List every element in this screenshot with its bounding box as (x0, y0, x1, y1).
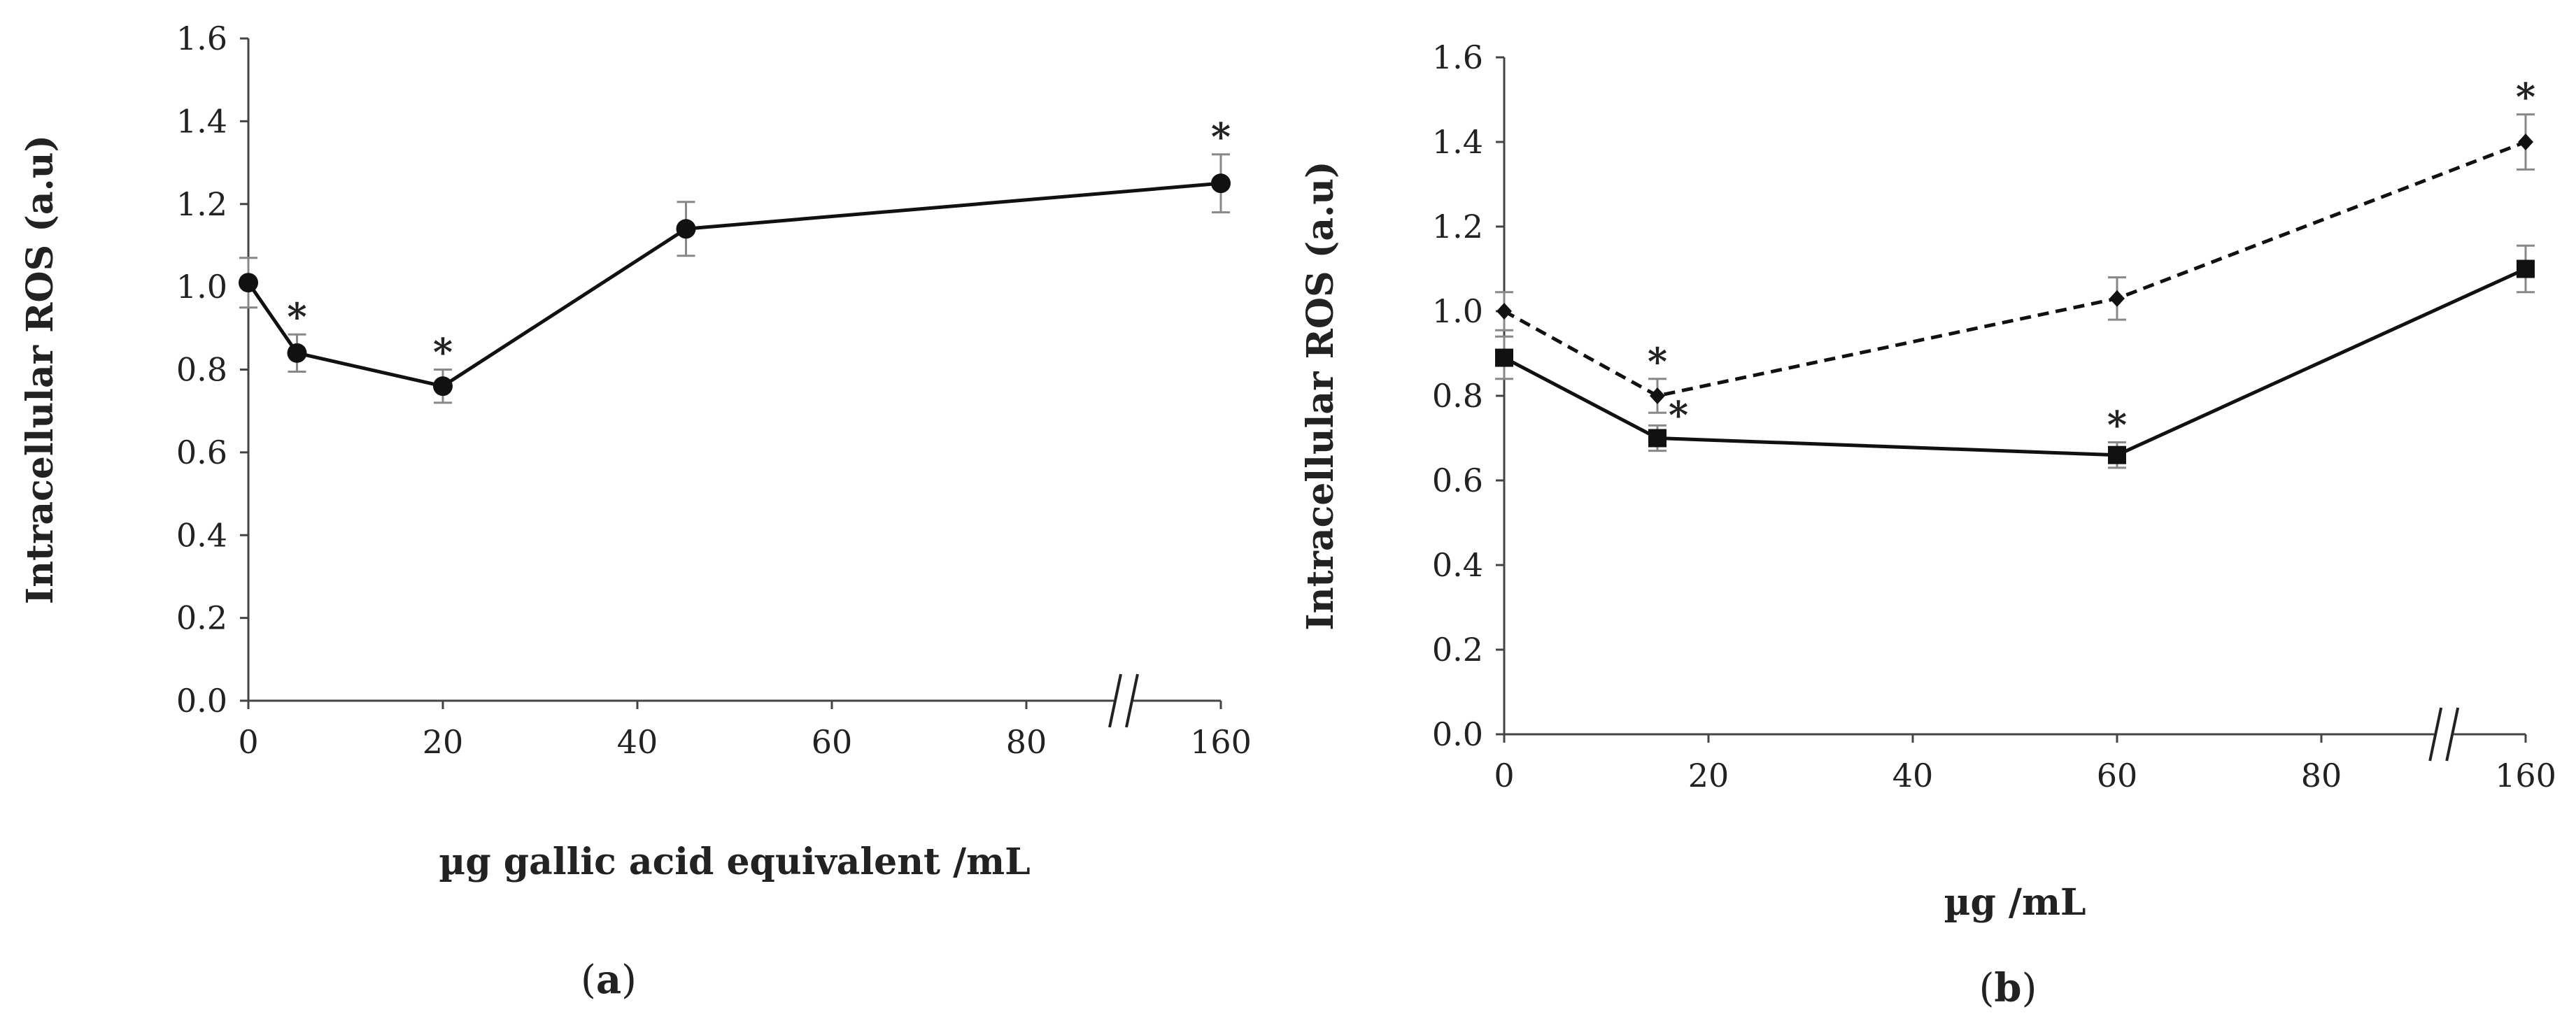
x-tick-label: 0 (1494, 757, 1514, 794)
panel-caption: (a) (581, 957, 637, 1003)
y-tick-label: 0.4 (176, 516, 227, 554)
y-axis-title: Intracellular ROS (a.u) (1299, 161, 1342, 630)
significance-asterisk: * (433, 330, 453, 375)
significance-asterisk: * (2107, 403, 2127, 448)
data-point (2518, 134, 2533, 150)
x-tick-label: 60 (2097, 757, 2138, 794)
significance-asterisk: * (287, 294, 306, 339)
y-tick-label: 0.0 (176, 682, 227, 720)
x-tick-label: 80 (2301, 757, 2342, 794)
axis-break-mark (2428, 707, 2443, 762)
axis-break-mark (1108, 673, 1122, 728)
data-point (1648, 429, 1666, 448)
series-line-series-dashed (1503, 140, 2526, 398)
panel-letter: b (1994, 965, 2021, 1011)
y-tick-label: 0.8 (176, 351, 227, 389)
y-tick-label: 0.6 (176, 434, 227, 471)
data-point (287, 343, 307, 363)
significance-asterisk: * (1669, 393, 1688, 438)
y-tick-label: 0.8 (1432, 377, 1483, 415)
y-tick-label: 1.4 (1432, 123, 1483, 161)
y-tick-label: 0.2 (1432, 631, 1483, 669)
axis-break-mark (1125, 673, 1139, 728)
panel-b: 0.0 0.2 0.4 0.6 0.8 1.0 1.2 1.4 1.6 0 20 40 60 80 160 I… (1299, 38, 2556, 1011)
y-tick-label: 1.6 (176, 20, 227, 57)
data-point (2517, 259, 2535, 278)
x-tick-label: 160 (1190, 723, 1252, 761)
y-tick-label: 1.6 (1432, 38, 1483, 76)
data-point (676, 219, 696, 239)
x-tick-label: 160 (2495, 757, 2556, 794)
panel-a: 0.0 0.2 0.4 0.6 0.8 1.0 1.2 1.4 1.6 0 20 40 60 80 160 I… (19, 20, 1252, 1003)
y-tick-label: 0.2 (176, 599, 227, 637)
x-tick-label: 60 (812, 723, 853, 761)
significance-asterisk: * (2516, 75, 2535, 120)
significance-asterisk: * (1211, 115, 1231, 159)
x-tick-label: 20 (1688, 757, 1729, 794)
significance-asterisk: * (1648, 339, 1667, 384)
y-tick-label: 1.0 (176, 268, 227, 306)
data-point (1650, 387, 1665, 404)
panel-letter: a (596, 957, 621, 1003)
y-tick-label: 1.2 (176, 185, 227, 223)
data-point (2109, 290, 2125, 307)
y-axis-title: Intracellular ROS (a.u) (19, 135, 62, 604)
x-axis-title: µg gallic acid equivalent /mL (439, 841, 1030, 883)
x-tick-label: 20 (423, 723, 464, 761)
y-tick-label: 1.4 (176, 102, 227, 140)
x-tick-label: 40 (617, 723, 658, 761)
series-line-extract (246, 181, 1222, 388)
y-tick-label: 0.0 (1432, 715, 1483, 753)
x-tick-label: 80 (1006, 723, 1047, 761)
y-tick-label: 0.4 (1432, 546, 1483, 584)
y-tick-label: 0.6 (1432, 462, 1483, 499)
axis-break-mark (2445, 707, 2460, 762)
data-point (1495, 348, 1513, 367)
y-tick-label: 1.0 (1432, 292, 1483, 330)
data-point (239, 273, 258, 293)
data-point (1211, 173, 1231, 194)
panel-caption: (b) (1979, 965, 2037, 1011)
data-point (1496, 303, 1512, 320)
series-line-series-solid (1503, 267, 2527, 457)
y-tick-label: 1.2 (1432, 208, 1483, 245)
data-point (433, 376, 453, 397)
x-tick-label: 40 (1892, 757, 1934, 794)
data-point (2108, 445, 2126, 464)
x-axis-title: µg /mL (1944, 881, 2086, 924)
x-tick-label: 0 (238, 723, 258, 761)
